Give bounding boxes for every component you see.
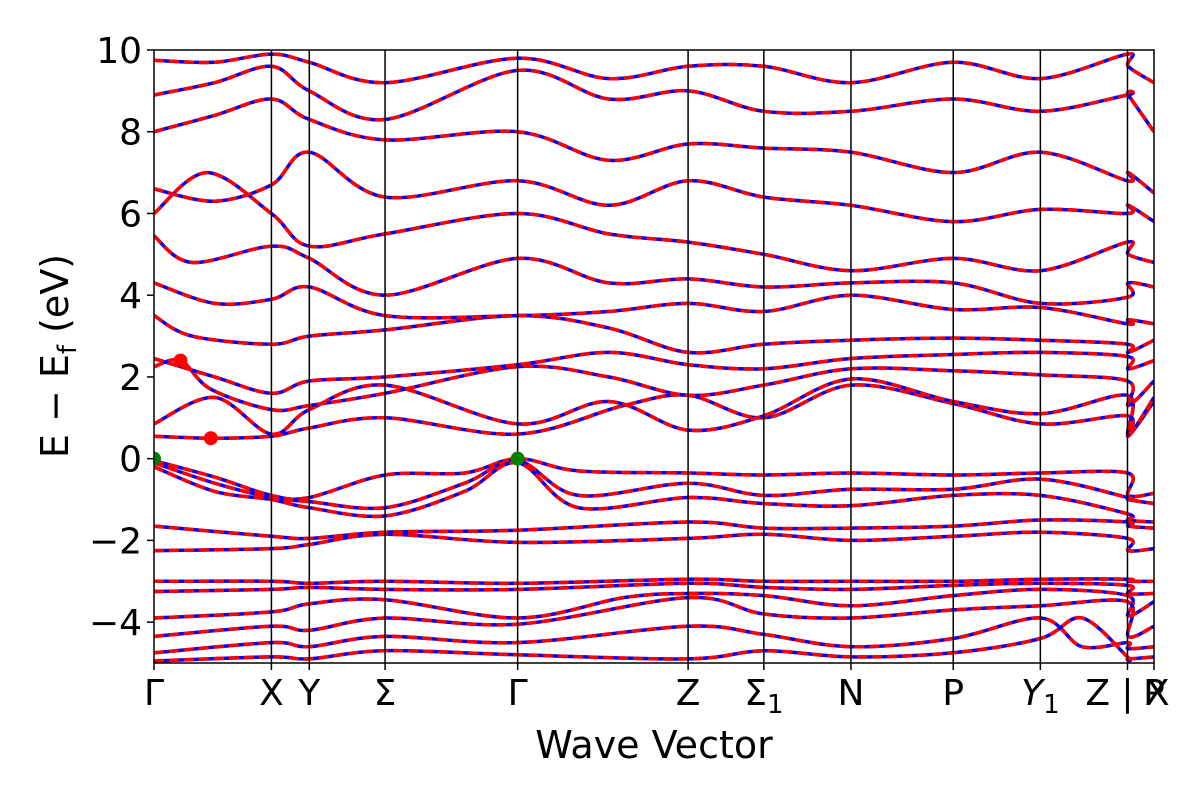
kpoint-label-8: P [942,673,964,714]
band-10-red [154,616,1154,663]
y-tick-label: 0 [119,440,142,481]
band-21-blue [154,64,1154,133]
kpoint-label-0: Γ [144,673,164,714]
y-tick-label: 10 [96,31,142,72]
band-7-red [154,587,1154,620]
band-20-blue [154,97,1154,195]
band-9-red [154,616,1154,655]
plot-frame [153,49,1155,664]
x-axis: Γ X Y Σ Γ Z Σ1 N P Y1 Z | XP [144,663,1170,720]
y-tick-label: −4 [89,603,142,644]
band-0-red [154,456,1154,502]
band-22-red [154,52,1154,85]
kpoint-label-6: Σ1 [744,673,783,720]
marker-vbm-1 [510,451,525,466]
y-tick-label: 4 [119,276,142,317]
band-15-red [154,313,1154,355]
band-4-blue [154,530,1154,553]
band-16-red [154,281,1154,326]
kpoint-label-7: N [838,673,865,714]
y-tick-label: 8 [119,113,142,154]
high-symmetry-lines [270,50,1129,663]
kpoint-label-2: Y [297,673,321,714]
y-tick-label: 2 [119,358,142,399]
band-19-blue [154,150,1154,224]
marker-cbm-2 [203,431,218,446]
y-tick-label: 6 [119,194,142,235]
band-17-red [154,234,1154,306]
band-8-red [154,595,1154,639]
band-18-red [154,170,1154,273]
kpoint-label-1: X [259,673,284,714]
marker-vbm-0 [154,451,161,466]
y-axis-label-unit: (eV) [33,254,77,345]
kpoint-label-10: Z | X [1085,673,1169,714]
band-19-red [154,150,1154,224]
band-13-red [154,357,1154,413]
kpoint-label-4: Γ [508,673,528,714]
y-tick-label: −2 [89,521,142,562]
kpoint-label-5: Z [676,673,701,714]
band-20-red [154,97,1154,195]
y-axis-label-subscript: f [53,344,83,354]
y-axis-label: E − Ef (eV) [33,254,83,458]
x-axis-label: Wave Vector [535,723,773,767]
band-lines [154,52,1154,663]
band-12-red [154,377,1154,436]
band-13-blue [154,357,1154,413]
band-22-blue [154,52,1154,85]
y-axis: −4 −2 0 2 4 6 8 10 [89,31,154,644]
band-2-red [154,461,1154,524]
band-edge-markers [154,353,525,466]
band-16-blue [154,281,1154,326]
kpoint-label-9: Y1 [1021,673,1060,720]
kpoint-label-3: Σ [374,673,397,714]
kpoint-label-11: P [1143,673,1165,714]
band-15-blue [154,313,1154,355]
band-21-red [154,64,1154,133]
band-1-red [154,458,1154,511]
marker-cbm-3 [173,353,188,368]
